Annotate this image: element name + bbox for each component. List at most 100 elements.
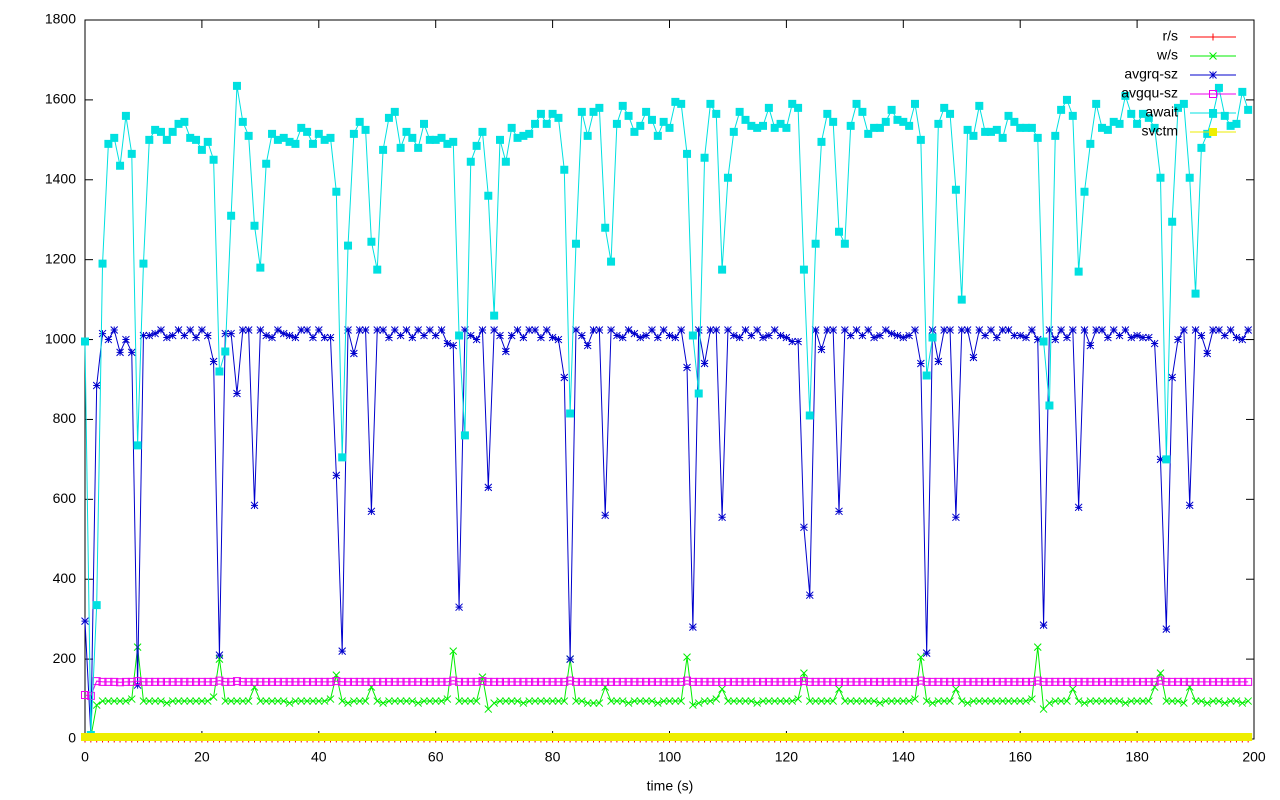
data-point [642, 697, 650, 705]
data-point [916, 653, 925, 661]
data-point [811, 697, 820, 705]
data-point [1232, 119, 1241, 128]
x-tick-label: 40 [311, 749, 327, 765]
data-point [455, 331, 464, 340]
data-point [835, 685, 843, 693]
data-point [876, 699, 884, 707]
data-point [864, 697, 873, 705]
data-point [952, 513, 960, 522]
data-point [759, 697, 767, 705]
data-point [1238, 87, 1247, 96]
data-point [683, 149, 692, 158]
data-point [724, 326, 732, 334]
data-point [1074, 697, 1083, 705]
data-point [1168, 217, 1177, 226]
data-point [724, 697, 732, 705]
data-point [127, 695, 136, 703]
x-tick-label: 160 [1009, 749, 1033, 765]
data-point [992, 125, 1001, 134]
data-point [472, 141, 481, 150]
data-point [98, 697, 107, 705]
data-point [765, 331, 773, 340]
data-point [800, 669, 808, 677]
data-point [192, 135, 201, 144]
data-point [256, 326, 265, 334]
data-point [414, 143, 423, 152]
data-point [232, 81, 241, 90]
data-point [665, 331, 674, 340]
data-point [233, 697, 241, 705]
data-point [139, 697, 148, 705]
data-point [1226, 326, 1235, 334]
data-point [244, 326, 253, 334]
data-point [408, 133, 417, 142]
data-point [227, 697, 235, 705]
data-point [1045, 699, 1054, 707]
data-point [320, 333, 329, 342]
data-point [513, 326, 522, 334]
data-point [227, 677, 236, 686]
data-point [928, 333, 937, 342]
data-point [1144, 697, 1153, 705]
data-point [741, 326, 750, 334]
data-point [402, 697, 411, 705]
data-point [770, 326, 779, 334]
data-point [1197, 697, 1206, 705]
data-point [221, 347, 230, 356]
data-point [1080, 187, 1089, 196]
data-point [1027, 123, 1036, 132]
data-point [133, 677, 142, 686]
data-point [197, 145, 206, 154]
data-point [1051, 697, 1060, 705]
data-point [1220, 699, 1229, 707]
data-point [385, 697, 393, 705]
data-point [244, 131, 253, 140]
data-point [198, 326, 206, 334]
data-point [986, 127, 995, 136]
data-point [1238, 335, 1247, 344]
data-point [157, 697, 165, 705]
data-point [460, 431, 469, 440]
data-point [601, 511, 610, 520]
data-point [735, 333, 744, 342]
data-point [718, 265, 727, 274]
y-tick-label: 1600 [45, 91, 76, 107]
data-point [478, 127, 487, 136]
data-point [735, 107, 744, 116]
data-point [957, 326, 966, 334]
data-point [1180, 699, 1188, 707]
data-point [998, 326, 1007, 334]
data-point [811, 326, 820, 334]
data-point [566, 676, 575, 685]
data-point [408, 697, 417, 705]
data-point [1244, 733, 1253, 742]
data-point [1033, 133, 1042, 142]
data-point [665, 697, 674, 705]
data-point [513, 133, 522, 142]
data-point [466, 697, 475, 705]
data-point [385, 333, 393, 342]
data-point [104, 335, 113, 344]
data-point [1144, 113, 1153, 122]
data-point [326, 333, 335, 342]
data-point [653, 699, 662, 707]
data-point [443, 339, 452, 348]
data-point [121, 111, 130, 120]
data-point [268, 697, 276, 705]
data-point [870, 333, 878, 342]
data-point [1039, 705, 1048, 713]
data-point [244, 697, 253, 705]
data-point [332, 677, 341, 686]
data-point [706, 697, 715, 705]
data-point [168, 127, 177, 136]
data-point [770, 697, 779, 705]
x-tick-label: 100 [658, 749, 682, 765]
data-point [624, 111, 633, 120]
data-point [537, 697, 545, 705]
data-point [764, 103, 773, 112]
data-point [501, 347, 510, 356]
data-point [501, 697, 510, 705]
data-point [677, 326, 686, 334]
data-point [1022, 697, 1030, 705]
data-point [332, 471, 341, 480]
